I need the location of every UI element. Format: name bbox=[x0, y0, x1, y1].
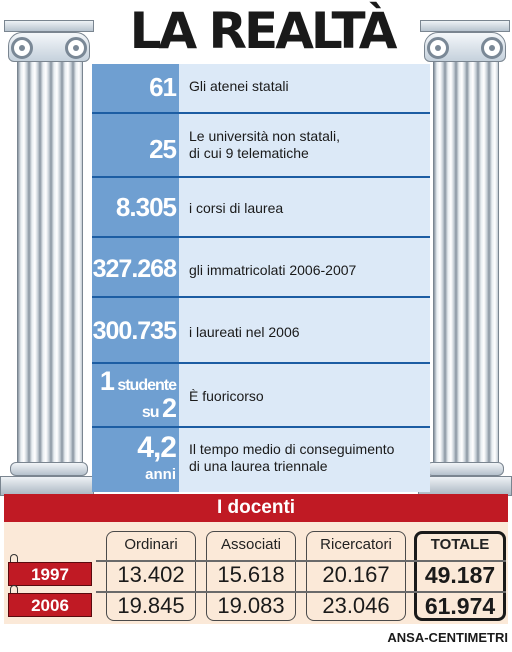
column-box-totale bbox=[414, 531, 506, 621]
row-divider bbox=[92, 236, 430, 238]
table-cell: 13.402 bbox=[117, 562, 185, 587]
row-divider bbox=[92, 112, 430, 114]
fact-text: È fuoricorso bbox=[189, 388, 264, 404]
column-header: Associati bbox=[220, 536, 282, 553]
column-header-total: TOTALE bbox=[430, 536, 490, 553]
fact-row: 327.268 gli immatricolati 2006-2007 bbox=[92, 238, 430, 296]
table-cell: 20.167 bbox=[322, 562, 390, 587]
table-cell: 15.618 bbox=[217, 562, 285, 587]
row-divider bbox=[96, 591, 506, 593]
fact-row: 25 Le università non statali, di cui 9 t… bbox=[92, 114, 430, 176]
table-cell-total: 61.974 bbox=[424, 593, 496, 619]
year-label: 1997 bbox=[8, 562, 92, 586]
fact-row: 61 Gli atenei statali bbox=[92, 64, 430, 112]
row-divider bbox=[92, 426, 430, 428]
fact-row: 4,2 anni Il tempo medio di conseguimento… bbox=[92, 428, 430, 492]
docenti-heading: I docenti bbox=[4, 494, 508, 522]
fact-number: 25 bbox=[149, 134, 177, 164]
fact-row: 1 studente su 2 È fuoricorso bbox=[92, 364, 430, 426]
fact-text-line2: di cui 9 telematiche bbox=[189, 145, 309, 161]
row-divider bbox=[92, 176, 430, 178]
year-label: 2006 bbox=[8, 593, 92, 617]
column-box-ricercatori bbox=[306, 531, 406, 621]
fact-number-unit: anni bbox=[145, 466, 176, 483]
column-box-associati bbox=[206, 531, 296, 621]
fact-number: 4,2 bbox=[137, 431, 177, 464]
row-divider bbox=[96, 560, 506, 562]
facts-panel: 61 Gli atenei statali 25 Le università n… bbox=[92, 64, 430, 492]
fact-text: Il tempo medio di conseguimento bbox=[189, 441, 395, 457]
source-credit: ANSA-CENTIMETRI bbox=[387, 630, 508, 645]
fact-number: 327.268 bbox=[92, 255, 177, 283]
fact-text-line2: di una laurea triennale bbox=[189, 458, 328, 474]
fact-text: Le università non statali, bbox=[189, 128, 340, 144]
fact-number: 61 bbox=[149, 72, 177, 102]
calendar-ring-icon bbox=[10, 554, 18, 562]
fact-number: 1 studente bbox=[99, 366, 177, 396]
row-divider bbox=[92, 296, 430, 298]
ionic-column-right-illustration bbox=[418, 20, 512, 496]
fact-number: 300.735 bbox=[92, 317, 177, 345]
table-cell-total: 49.187 bbox=[424, 562, 496, 588]
table-cell: 23.046 bbox=[322, 593, 390, 618]
fact-row: 300.735 i laureati nel 2006 bbox=[92, 298, 430, 362]
calendar-ring-icon bbox=[10, 585, 18, 593]
fact-number-line2: su 2 bbox=[141, 393, 177, 423]
page-title: LA REALTÀ bbox=[129, 2, 398, 60]
fact-text: Gli atenei statali bbox=[189, 78, 289, 94]
table-cell: 19.083 bbox=[217, 593, 285, 618]
fact-text: i laureati nel 2006 bbox=[189, 324, 300, 340]
fact-number: 8.305 bbox=[115, 192, 177, 222]
column-header: Ordinari bbox=[124, 536, 178, 553]
fact-text: gli immatricolati 2006-2007 bbox=[189, 262, 357, 278]
fact-row: 8.305 i corsi di laurea bbox=[92, 178, 430, 236]
ionic-column-left-illustration bbox=[0, 20, 94, 496]
fact-text: i corsi di laurea bbox=[189, 200, 284, 216]
column-box-ordinari bbox=[106, 531, 196, 621]
column-header: Ricercatori bbox=[320, 536, 392, 553]
table-cell: 19.845 bbox=[117, 593, 185, 618]
row-divider bbox=[92, 362, 430, 364]
